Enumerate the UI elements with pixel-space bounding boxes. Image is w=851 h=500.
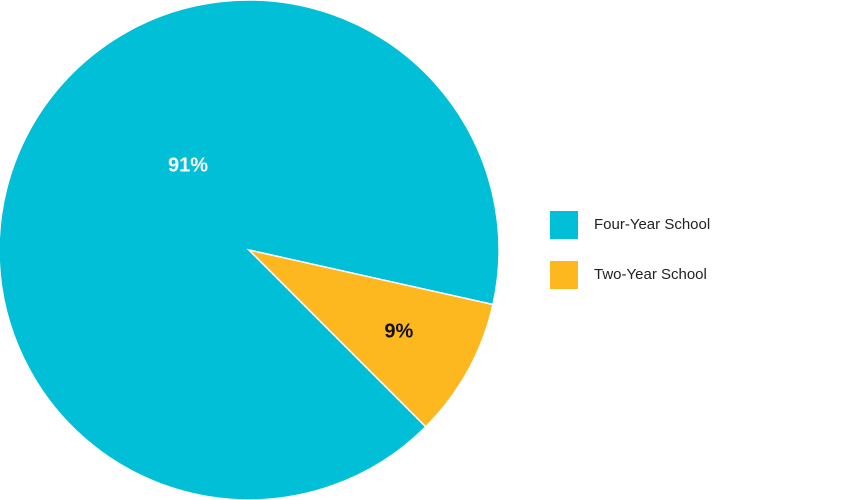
legend-label: Four-Year School [594, 216, 710, 233]
legend-label: Two-Year School [594, 266, 707, 283]
legend-swatch [550, 261, 578, 289]
legend-swatch [550, 211, 578, 239]
value-label: 91% [168, 154, 208, 176]
pie-slice [246, 248, 494, 428]
value-label: 9% [384, 321, 413, 343]
